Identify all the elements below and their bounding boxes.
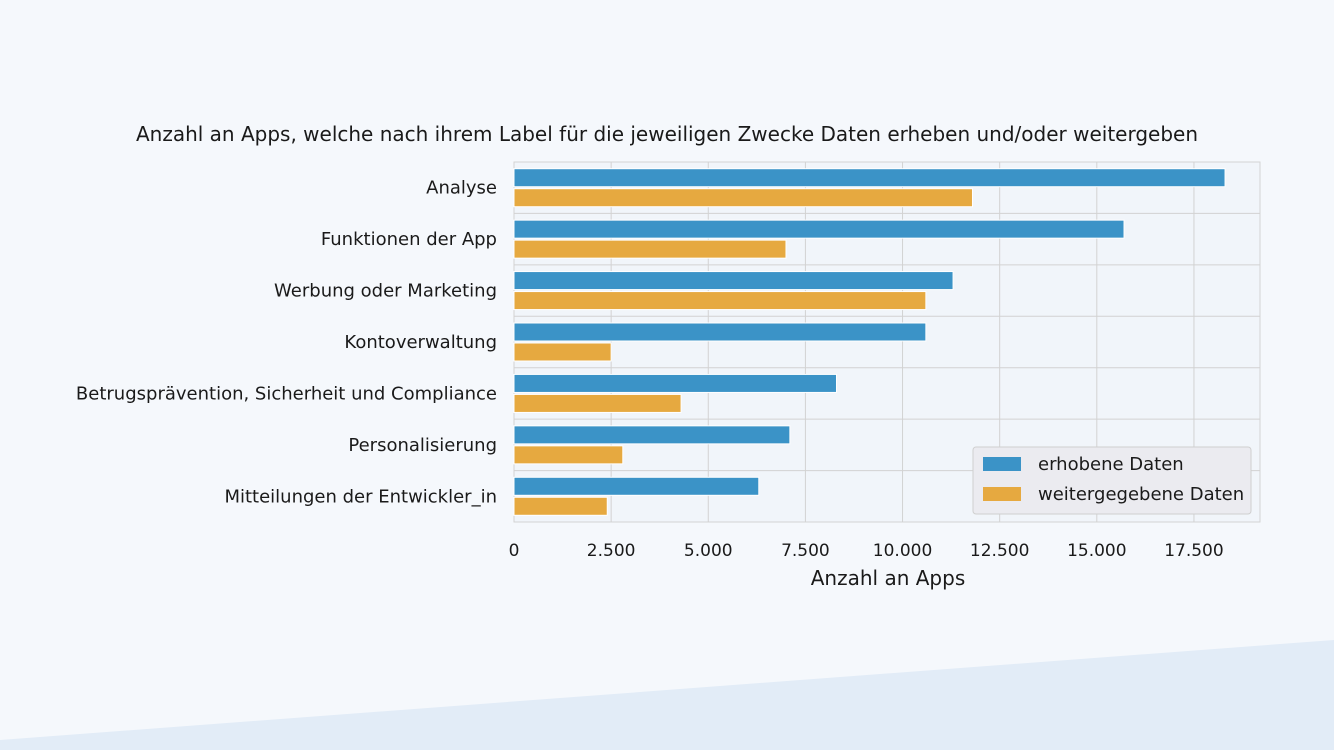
y-category-label: Werbung oder Marketing bbox=[274, 281, 497, 302]
x-tick-label: 2.500 bbox=[587, 541, 636, 561]
x-tick-label: 17.500 bbox=[1164, 541, 1223, 561]
legend-label: weitergegebene Daten bbox=[1038, 484, 1244, 505]
y-category-label: Analyse bbox=[426, 178, 497, 199]
x-tick-label: 5.000 bbox=[684, 541, 733, 561]
legend-label: erhobene Daten bbox=[1038, 454, 1184, 475]
y-category-label: Kontoverwaltung bbox=[344, 332, 497, 353]
x-tick-label: 0 bbox=[509, 541, 520, 561]
plot-area: 0 2.500 5.000 7.500 10.000 12.500 15.000 17.500… bbox=[76, 161, 1261, 561]
bar-weitergegebene-daten bbox=[513, 188, 973, 208]
x-axis-label: Anzahl an Apps bbox=[811, 566, 965, 590]
bar-erhobene-daten bbox=[513, 373, 837, 393]
bar-erhobene-daten bbox=[513, 476, 760, 496]
bar-erhobene-daten bbox=[513, 425, 791, 445]
y-category-label: Funktionen der App bbox=[321, 229, 497, 250]
bar-weitergegebene-daten bbox=[513, 393, 682, 413]
chart-title: Anzahl an Apps, welche nach ihrem Label … bbox=[136, 122, 1198, 146]
bar-weitergegebene-daten bbox=[513, 291, 927, 311]
legend-box bbox=[972, 446, 1252, 515]
x-tick-label: 12.500 bbox=[970, 541, 1029, 561]
x-tick-label: 10.000 bbox=[873, 541, 932, 561]
y-category-label: Personalisierung bbox=[348, 435, 497, 456]
bar-erhobene-daten bbox=[513, 219, 1125, 239]
legend-swatch bbox=[983, 457, 1021, 471]
bar-erhobene-daten bbox=[513, 322, 927, 342]
bar-weitergegebene-daten bbox=[513, 239, 787, 259]
y-category-label: Betrugsprävention, Sicherheit und Compli… bbox=[76, 383, 497, 404]
x-tick-label: 15.000 bbox=[1067, 541, 1126, 561]
bar-weitergegebene-daten bbox=[513, 496, 608, 516]
bar-weitergegebene-daten bbox=[513, 445, 624, 465]
x-tick-label: 7.500 bbox=[781, 541, 830, 561]
bar-erhobene-daten bbox=[513, 271, 954, 291]
bar-weitergegebene-daten bbox=[513, 342, 612, 362]
legend-swatch bbox=[983, 487, 1021, 501]
y-category-label: Mitteilungen der Entwickler_in bbox=[224, 486, 497, 507]
bar-erhobene-daten bbox=[513, 168, 1226, 188]
